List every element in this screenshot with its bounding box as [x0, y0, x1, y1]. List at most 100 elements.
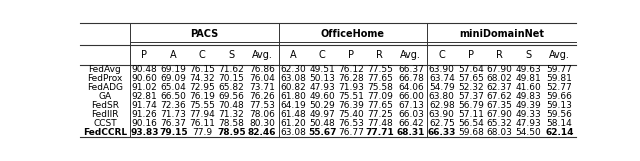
Text: 57.65: 57.65	[458, 74, 484, 83]
Text: 50.48: 50.48	[309, 119, 335, 128]
Text: 67.62: 67.62	[487, 92, 513, 101]
Text: 66.78: 66.78	[398, 74, 424, 83]
Text: 57.37: 57.37	[458, 92, 484, 101]
Text: 73.71: 73.71	[249, 83, 275, 92]
Text: 76.19: 76.19	[189, 92, 215, 101]
Text: 79.15: 79.15	[159, 128, 188, 137]
Text: 68.03: 68.03	[487, 128, 513, 137]
Text: 65.32: 65.32	[487, 119, 513, 128]
Text: 76.28: 76.28	[338, 74, 364, 83]
Text: FedSR: FedSR	[91, 101, 119, 110]
Text: 80.30: 80.30	[249, 119, 275, 128]
Text: 49.33: 49.33	[516, 110, 541, 119]
Text: 78.58: 78.58	[218, 119, 244, 128]
Text: 76.86: 76.86	[249, 65, 275, 74]
Text: 77.65: 77.65	[367, 74, 393, 83]
Text: 66.00: 66.00	[398, 92, 424, 101]
Text: 59.81: 59.81	[547, 74, 572, 83]
Text: 68.02: 68.02	[487, 74, 513, 83]
Text: 78.95: 78.95	[217, 128, 246, 137]
Text: OfficeHome: OfficeHome	[321, 29, 385, 39]
Text: 75.51: 75.51	[338, 92, 364, 101]
Text: A: A	[170, 50, 177, 60]
Text: 77.09: 77.09	[367, 92, 393, 101]
Text: 56.79: 56.79	[458, 101, 484, 110]
Text: 75.40: 75.40	[338, 110, 364, 119]
Text: 64.19: 64.19	[280, 101, 306, 110]
Text: 77.94: 77.94	[189, 110, 215, 119]
Text: 59.13: 59.13	[547, 101, 572, 110]
Text: 55.67: 55.67	[308, 128, 336, 137]
Text: 72.36: 72.36	[161, 101, 186, 110]
Text: 63.80: 63.80	[429, 92, 455, 101]
Text: 66.42: 66.42	[398, 119, 424, 128]
Text: Avg.: Avg.	[401, 50, 421, 60]
Text: 63.90: 63.90	[429, 65, 455, 74]
Text: 70.15: 70.15	[218, 74, 244, 83]
Text: 62.75: 62.75	[429, 119, 454, 128]
Text: Avg.: Avg.	[252, 50, 273, 60]
Text: 58.14: 58.14	[547, 119, 572, 128]
Text: 90.16: 90.16	[131, 119, 157, 128]
Text: 66.37: 66.37	[398, 65, 424, 74]
Text: 63.90: 63.90	[429, 110, 455, 119]
Text: 78.06: 78.06	[249, 110, 275, 119]
Text: miniDomainNet: miniDomainNet	[459, 29, 544, 39]
Text: 52.77: 52.77	[547, 83, 572, 92]
Text: 57.64: 57.64	[458, 65, 484, 74]
Text: 62.37: 62.37	[487, 83, 513, 92]
Text: 77.65: 77.65	[367, 101, 393, 110]
Text: FedAvg: FedAvg	[88, 65, 122, 74]
Text: 67.13: 67.13	[398, 101, 424, 110]
Text: 70.48: 70.48	[218, 101, 244, 110]
Text: 50.13: 50.13	[309, 74, 335, 83]
Text: A: A	[290, 50, 296, 60]
Text: C: C	[199, 50, 205, 60]
Text: 66.03: 66.03	[398, 110, 424, 119]
Text: C: C	[438, 50, 445, 60]
Text: 66.50: 66.50	[161, 92, 186, 101]
Text: 76.77: 76.77	[338, 128, 364, 137]
Text: S: S	[525, 50, 532, 60]
Text: 75.55: 75.55	[189, 101, 215, 110]
Text: FedCCRL: FedCCRL	[83, 128, 127, 137]
Text: FedProx: FedProx	[87, 74, 123, 83]
Text: 77.48: 77.48	[367, 119, 393, 128]
Text: 66.33: 66.33	[428, 128, 456, 137]
Text: 72.95: 72.95	[189, 83, 215, 92]
Text: 67.35: 67.35	[487, 101, 513, 110]
Text: 77.9: 77.9	[192, 128, 212, 137]
Text: 76.53: 76.53	[338, 119, 364, 128]
Text: 64.06: 64.06	[398, 83, 424, 92]
Text: 77.71: 77.71	[365, 128, 394, 137]
Text: 76.04: 76.04	[250, 74, 275, 83]
Text: 60.82: 60.82	[280, 83, 306, 92]
Text: 74.32: 74.32	[189, 74, 215, 83]
Text: 67.90: 67.90	[487, 65, 513, 74]
Text: FedIIR: FedIIR	[92, 110, 119, 119]
Text: 47.93: 47.93	[309, 83, 335, 92]
Text: 76.26: 76.26	[250, 92, 275, 101]
Text: 82.46: 82.46	[248, 128, 276, 137]
Text: 91.74: 91.74	[132, 101, 157, 110]
Text: 90.48: 90.48	[132, 65, 157, 74]
Text: 76.39: 76.39	[338, 101, 364, 110]
Text: 54.79: 54.79	[429, 83, 454, 92]
Text: 63.08: 63.08	[280, 128, 306, 137]
Text: 71.62: 71.62	[218, 65, 244, 74]
Text: PACS: PACS	[190, 29, 218, 39]
Text: 59.77: 59.77	[547, 65, 572, 74]
Text: 49.51: 49.51	[309, 65, 335, 74]
Text: CCST: CCST	[93, 119, 116, 128]
Text: 67.90: 67.90	[487, 110, 513, 119]
Text: 49.97: 49.97	[309, 110, 335, 119]
Text: 93.83: 93.83	[130, 128, 159, 137]
Text: 75.58: 75.58	[367, 83, 393, 92]
Text: 77.53: 77.53	[249, 101, 275, 110]
Text: 68.31: 68.31	[397, 128, 425, 137]
Text: 57.11: 57.11	[458, 110, 484, 119]
Text: 90.60: 90.60	[131, 74, 157, 83]
Text: 77.25: 77.25	[367, 110, 393, 119]
Text: 76.37: 76.37	[161, 119, 186, 128]
Text: 69.09: 69.09	[161, 74, 186, 83]
